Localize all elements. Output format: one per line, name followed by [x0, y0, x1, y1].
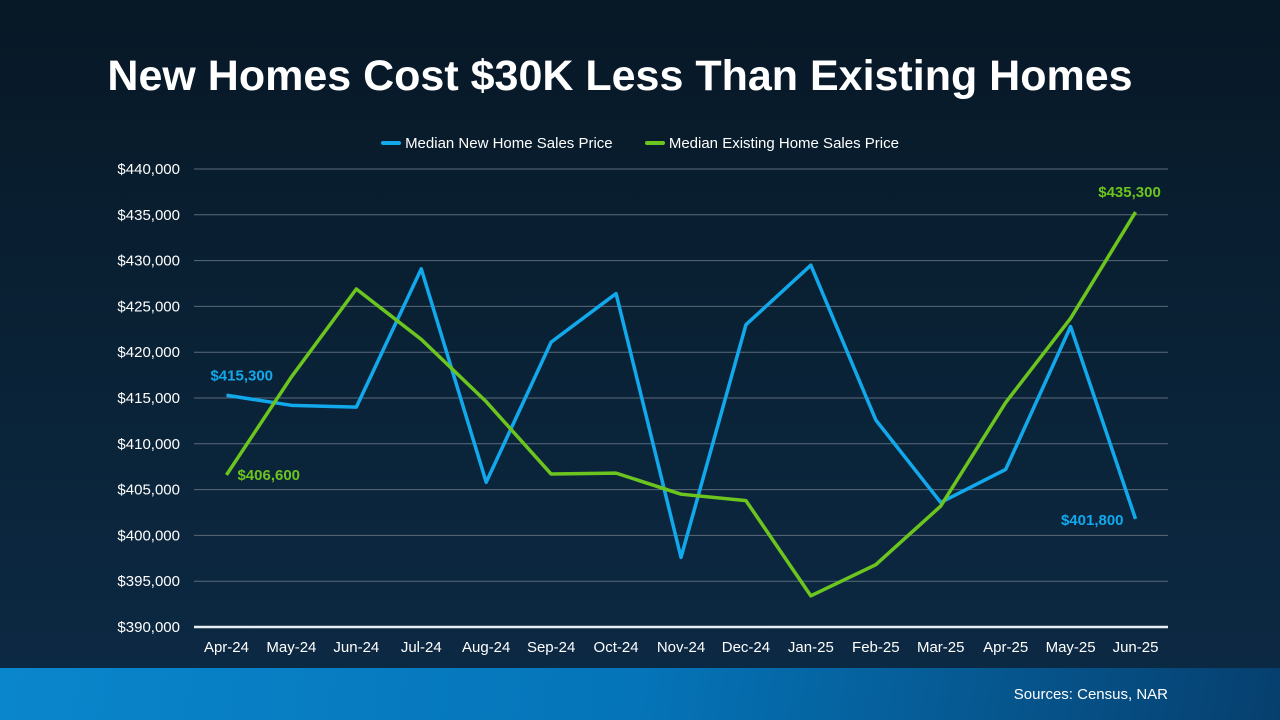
x-tick-label: Mar-25: [917, 639, 965, 656]
y-tick-label: $395,000: [117, 573, 180, 590]
y-tick-label: $435,000: [117, 207, 180, 224]
y-tick-label: $405,000: [117, 482, 180, 499]
x-tick-label: May-24: [266, 639, 316, 656]
y-tick-label: $410,000: [117, 436, 180, 453]
legend-item-existing: Median Existing Home Sales Price: [644, 134, 899, 152]
x-tick-label: Apr-24: [204, 639, 249, 656]
x-tick-label: Oct-24: [594, 639, 639, 656]
y-tick-label: $415,000: [117, 390, 180, 407]
legend-label-existing: Median Existing Home Sales Price: [668, 134, 899, 152]
data-label: $415,300: [210, 367, 273, 384]
x-tick-label: Jun-24: [333, 639, 379, 656]
legend-swatch-new: [381, 141, 402, 145]
chart-title: New Homes Cost $30K Less Than Existing H…: [107, 52, 1133, 100]
y-tick-label: $425,000: [117, 298, 180, 315]
source-note: Sources: Census, NAR: [1013, 686, 1168, 703]
x-tick-label: Dec-24: [722, 639, 770, 656]
x-tick-label: Apr-25: [983, 639, 1028, 656]
x-tick-label: Jun-25: [1113, 639, 1159, 656]
data-label: $406,600: [237, 467, 300, 484]
x-tick-label: Nov-24: [657, 639, 705, 656]
x-tick-label: Feb-25: [852, 639, 900, 656]
footer-bar: Sources: Census, NAR: [0, 668, 1280, 720]
x-tick-label: Aug-24: [462, 639, 510, 656]
y-tick-label: $420,000: [117, 344, 180, 361]
x-tick-label: Sep-24: [527, 639, 575, 656]
y-tick-label: $390,000: [117, 619, 180, 636]
y-tick-label: $400,000: [117, 527, 180, 544]
x-tick-label: Jan-25: [788, 639, 834, 656]
x-tick-label: Jul-24: [401, 639, 442, 656]
y-tick-label: $440,000: [117, 161, 180, 178]
data-label: $435,300: [1098, 184, 1161, 201]
x-tick-label: May-25: [1046, 639, 1096, 656]
legend-item-new: Median New Home Sales Price: [381, 135, 613, 152]
legend-label-new: Median New Home Sales Price: [405, 134, 613, 152]
legend-swatch-existing: [644, 141, 665, 145]
series-line-existing: [225, 211, 1138, 598]
data-label: $401,800: [1061, 512, 1124, 529]
line-chart: $390,000 $395,000 $400,000 $405,000 $410,000…: [117, 161, 1168, 656]
y-tick-label: $430,000: [117, 253, 180, 270]
legend: Median New Home Sales Price Median Exist…: [0, 132, 1280, 152]
